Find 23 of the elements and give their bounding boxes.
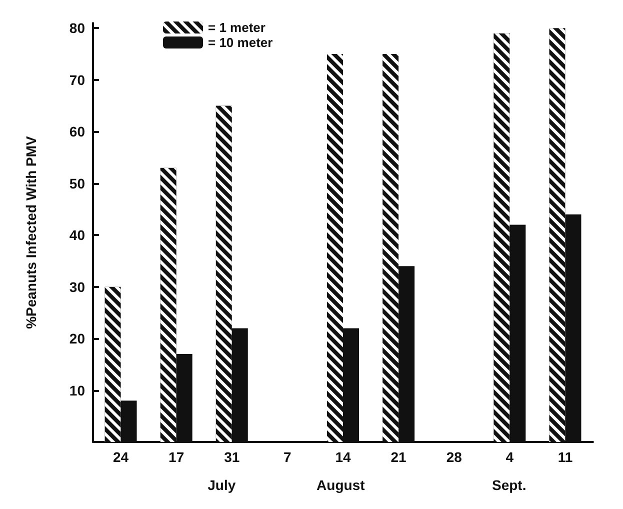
text: July bbox=[208, 477, 236, 493]
y-tick-label: 50 bbox=[69, 175, 86, 192]
x-tick-label: 31 bbox=[224, 449, 240, 465]
x-tick-label: 14 bbox=[335, 449, 351, 465]
text: Sept. bbox=[492, 477, 526, 493]
x-tick-label: 11 bbox=[558, 449, 573, 465]
y-tick-label: 30 bbox=[69, 278, 86, 295]
x-tick-label: 24 bbox=[112, 449, 129, 465]
legend-label: = 10 meter bbox=[208, 35, 273, 50]
y-tick-label: 80 bbox=[69, 20, 86, 36]
y-tick-label: 70 bbox=[69, 72, 86, 88]
x-tick-label: 21 bbox=[390, 449, 407, 465]
text: August bbox=[316, 477, 366, 493]
x-tick-label: 7 bbox=[284, 449, 292, 465]
legend-label: = 1 meter bbox=[208, 20, 266, 35]
y-axis-title: %Peanuts Infected With PMV bbox=[23, 135, 39, 329]
y-tick-label: 60 bbox=[69, 124, 86, 140]
y-tick-label: 40 bbox=[69, 227, 86, 244]
x-tick-label: 17 bbox=[168, 449, 184, 465]
x-tick-label: 4 bbox=[506, 449, 514, 465]
y-tick-label: 10 bbox=[69, 382, 86, 398]
x-tick-label: 28 bbox=[446, 449, 462, 465]
y-tick-label: 20 bbox=[69, 330, 86, 347]
